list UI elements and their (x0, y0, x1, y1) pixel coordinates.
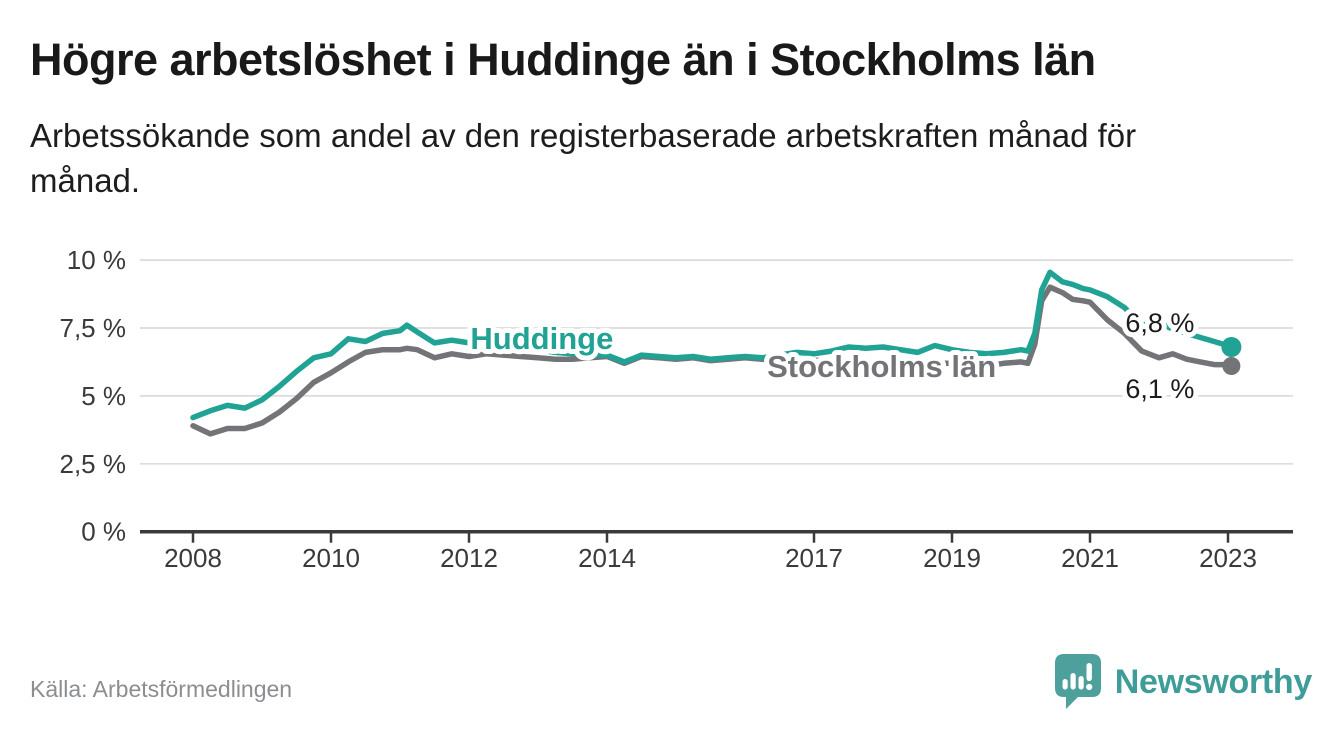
x-tick-label: 2019 (923, 543, 981, 573)
subtitle-line-2: månad. (30, 162, 141, 199)
end-value-label-huddinge-halo: 6,8 % (1125, 308, 1194, 338)
end-value-label-huddinge: 6,8 % (1125, 308, 1194, 338)
series-line-stockholms-lan (190, 284, 1235, 437)
series-label-stockholms-lan: Stockholms län (767, 349, 996, 384)
x-tick-label: 2023 (1199, 543, 1257, 573)
brand-wordmark: Newsworthy (1114, 662, 1313, 701)
bar-chart-speech-bubble-icon (1054, 654, 1101, 709)
series-line-huddinge (190, 269, 1235, 421)
series-label-stockholms-lan-halo: Stockholms län (767, 349, 996, 384)
y-tick-label: 0 % (81, 517, 126, 547)
end-value-label-stockholms-lan: 6,1 % (1125, 374, 1194, 404)
chart-subtitle: Arbetssökande som andel av den registerb… (30, 113, 1310, 203)
x-tick-label: 2017 (785, 543, 843, 573)
newsworthy-brand: Newsworthy (1052, 650, 1312, 714)
end-dot-stockholms-lan (1222, 357, 1241, 375)
x-tick-label: 2008 (164, 543, 222, 573)
x-tick-label: 2014 (578, 543, 636, 573)
end-value-label-stockholms-lan-halo: 6,1 % (1125, 374, 1194, 404)
y-tick-label: 2,5 % (60, 449, 127, 479)
y-tick-label: 5 % (81, 381, 126, 411)
x-tick-label: 2021 (1061, 543, 1119, 573)
series-label-huddinge-halo: Huddinge (470, 321, 613, 356)
y-tick-label: 10 % (67, 245, 126, 275)
end-dot-huddinge (1221, 337, 1242, 357)
x-tick-label: 2010 (302, 543, 360, 573)
source-note: Källa: Arbetsförmedlingen (30, 676, 293, 702)
x-tick-label: 2012 (440, 543, 498, 573)
chart-title: Högre arbetslöshet i Huddinge än i Stock… (30, 34, 1096, 85)
series-label-huddinge: Huddinge (470, 321, 613, 356)
subtitle-line-1: Arbetssökande som andel av den registerb… (30, 117, 1137, 154)
y-tick-label: 7,5 % (60, 313, 127, 343)
